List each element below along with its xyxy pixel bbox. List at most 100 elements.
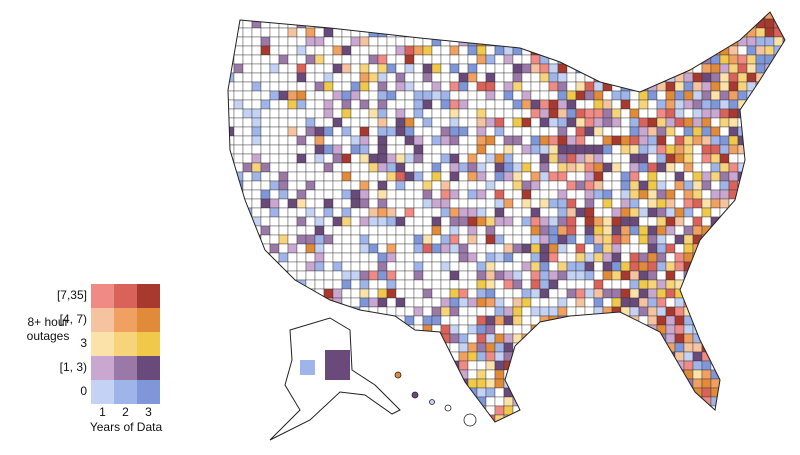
county <box>566 171 577 182</box>
county <box>503 279 514 290</box>
county <box>665 243 676 254</box>
county <box>737 270 748 281</box>
county <box>242 315 253 326</box>
county <box>458 12 469 20</box>
county <box>602 387 613 398</box>
county <box>710 207 721 218</box>
county <box>773 351 784 362</box>
county <box>368 198 379 209</box>
county <box>665 252 676 263</box>
county <box>557 12 568 20</box>
county <box>386 45 397 56</box>
county <box>566 297 577 308</box>
county <box>404 279 415 290</box>
county <box>233 153 244 164</box>
county <box>260 18 271 29</box>
county <box>647 342 658 353</box>
county <box>728 387 739 398</box>
county <box>386 12 397 20</box>
county <box>332 288 343 299</box>
county <box>377 324 388 335</box>
county <box>620 171 631 182</box>
county <box>602 63 613 74</box>
county <box>341 117 352 128</box>
county <box>647 126 658 137</box>
county <box>683 126 694 137</box>
county <box>566 108 577 119</box>
county <box>503 414 514 422</box>
county <box>368 369 379 380</box>
county <box>539 63 550 74</box>
county <box>458 180 469 191</box>
county <box>404 234 415 245</box>
county <box>737 207 748 218</box>
county <box>575 207 586 218</box>
county <box>305 63 316 74</box>
county <box>251 153 262 164</box>
county <box>314 234 325 245</box>
county <box>368 90 379 101</box>
county <box>269 342 280 353</box>
county <box>611 45 622 56</box>
county <box>773 99 784 110</box>
county <box>611 207 622 218</box>
county <box>368 405 379 416</box>
county <box>485 18 496 29</box>
county <box>494 144 505 155</box>
county <box>593 90 604 101</box>
county <box>233 252 244 263</box>
county <box>575 351 586 362</box>
county <box>566 153 577 164</box>
county <box>395 90 406 101</box>
county <box>710 162 721 173</box>
county <box>521 306 532 317</box>
county <box>629 261 640 272</box>
county <box>485 270 496 281</box>
county <box>386 81 397 92</box>
county <box>377 54 388 65</box>
county <box>710 99 721 110</box>
county <box>746 405 757 416</box>
county <box>467 261 478 272</box>
county <box>278 72 289 83</box>
county <box>494 180 505 191</box>
county <box>711 424 720 433</box>
county <box>629 396 640 407</box>
county <box>674 315 685 326</box>
county <box>512 315 523 326</box>
county <box>431 171 442 182</box>
county <box>728 360 739 371</box>
county <box>260 180 271 191</box>
county <box>719 189 730 200</box>
county <box>458 54 469 65</box>
county <box>269 198 280 209</box>
county <box>305 135 316 146</box>
county <box>242 99 253 110</box>
county <box>557 162 568 173</box>
county <box>683 99 694 110</box>
county <box>746 369 757 380</box>
county <box>512 198 523 209</box>
county <box>737 351 748 362</box>
county <box>512 72 523 83</box>
county <box>467 207 478 218</box>
county <box>458 36 469 47</box>
county <box>782 252 785 263</box>
county <box>593 18 604 29</box>
county <box>566 90 577 101</box>
county <box>413 180 424 191</box>
county <box>629 351 640 362</box>
county <box>251 81 262 92</box>
county <box>485 360 496 371</box>
county <box>449 153 460 164</box>
county <box>494 252 505 263</box>
county <box>314 207 325 218</box>
legend-row-label: 0 <box>80 384 87 398</box>
county <box>593 225 604 236</box>
county <box>701 261 712 272</box>
county <box>278 261 289 272</box>
county <box>566 54 577 65</box>
county <box>539 45 550 56</box>
county <box>782 189 785 200</box>
county <box>404 360 415 371</box>
